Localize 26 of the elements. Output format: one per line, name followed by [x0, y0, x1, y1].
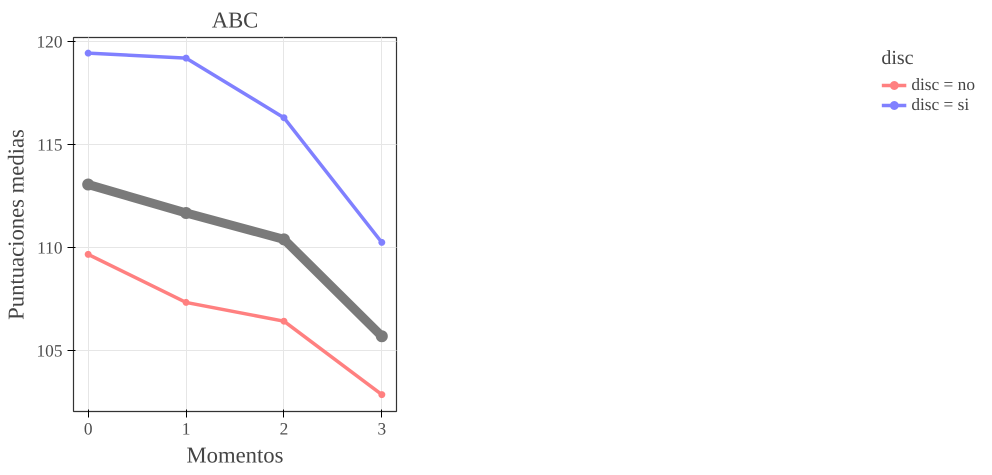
point: [84, 50, 92, 57]
y-tick-label: 115: [37, 136, 63, 155]
point: [182, 298, 190, 306]
x-tick-label: 0: [84, 420, 93, 438]
x-tick-label: 1: [182, 420, 190, 438]
y-axis-title: Puntuaciones medias: [4, 129, 29, 320]
x-axis-title: Momentos: [186, 442, 284, 468]
x-tick-label: 2: [280, 420, 288, 438]
legend-label: disc = si: [911, 95, 970, 115]
legend-label: disc = no: [911, 75, 975, 95]
x-tick-label: 3: [377, 420, 386, 438]
point: [180, 206, 192, 219]
point: [278, 233, 290, 246]
y-tick-label: 120: [36, 32, 63, 52]
point: [182, 54, 190, 62]
point: [280, 114, 288, 122]
point: [280, 318, 288, 325]
y-tick-label: 105: [36, 342, 63, 361]
point: [82, 178, 94, 190]
point: [378, 238, 386, 246]
y-tick-label: 110: [37, 238, 63, 258]
point: [376, 330, 388, 342]
legend-title: disc: [881, 47, 915, 70]
point: [378, 391, 386, 398]
chart-title: ABC: [212, 8, 258, 32]
point: [84, 250, 92, 258]
